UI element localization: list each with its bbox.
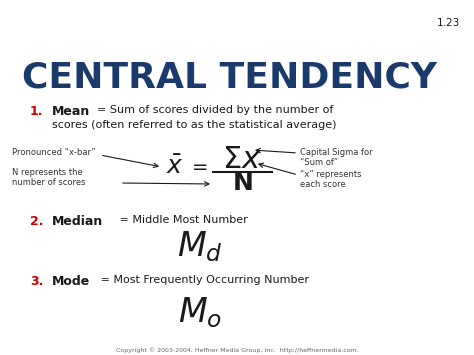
Text: $M_o$: $M_o$ [178,296,222,331]
Text: Capital Sigma for
“Sum of”: Capital Sigma for “Sum of” [300,148,373,168]
Text: 2.: 2. [30,215,44,228]
Text: Copyright © 2003-2004, Heffner Media Group, Inc.  http://heffnermedia.com.: Copyright © 2003-2004, Heffner Media Gro… [116,347,358,353]
Text: Median: Median [52,215,103,228]
Text: Mode: Mode [52,275,90,288]
Text: 1.: 1. [30,105,44,118]
Text: 1.23: 1.23 [437,18,460,28]
Text: scores (often referred to as the statistical average): scores (often referred to as the statist… [52,120,337,130]
Text: CENTRAL TENDENCY: CENTRAL TENDENCY [22,60,437,94]
Text: $\mathbf{N}$: $\mathbf{N}$ [232,173,252,196]
Text: $\Sigma x$: $\Sigma x$ [222,144,262,175]
Text: “x” represents
each score: “x” represents each score [300,170,362,190]
Text: $M_d$: $M_d$ [177,230,223,264]
Text: = Middle Most Number: = Middle Most Number [116,215,248,225]
Text: Mean: Mean [52,105,90,118]
Text: =: = [192,158,208,178]
Text: 3.: 3. [30,275,44,288]
Text: Pronounced “x-bar”: Pronounced “x-bar” [12,148,96,157]
Text: $\bar{x}$: $\bar{x}$ [166,155,184,179]
Text: N represents the
number of scores: N represents the number of scores [12,168,85,187]
Text: = Sum of scores divided by the number of: = Sum of scores divided by the number of [97,105,333,115]
Text: = Most Frequently Occurring Number: = Most Frequently Occurring Number [97,275,309,285]
